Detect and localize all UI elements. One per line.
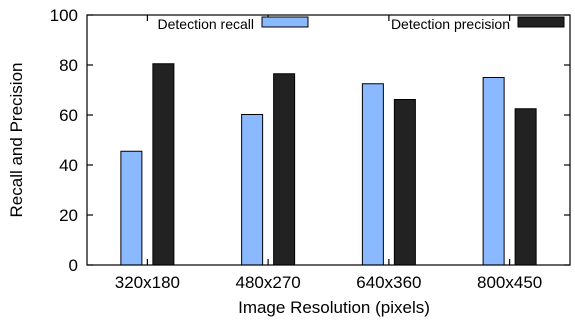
x-tick-label: 800x450 <box>477 273 542 292</box>
legend: Detection recall Detection precision <box>158 16 565 32</box>
y-tick-label: 40 <box>59 156 78 175</box>
x-tick-label: 640x360 <box>356 273 421 292</box>
bar-precision-480x270 <box>273 73 296 266</box>
x-axis-label: Image Resolution (pixels) <box>238 298 430 317</box>
x-axis-ticks: 320x180 480x270 640x360 800x450 <box>115 15 542 292</box>
bar-precision-640x360 <box>393 99 416 266</box>
legend-label-recall: Detection recall <box>158 16 255 32</box>
y-tick-label: 100 <box>50 6 78 25</box>
x-tick-label: 480x270 <box>236 273 301 292</box>
bar-recall-320x180 <box>120 150 143 266</box>
bars <box>120 63 537 266</box>
legend-swatch-recall <box>261 16 309 28</box>
legend-label-precision: Detection precision <box>391 16 510 32</box>
y-axis-label: Recall and Precision <box>7 63 26 218</box>
bar-recall-800x450 <box>482 77 505 266</box>
y-tick-label: 80 <box>59 56 78 75</box>
y-tick-label: 0 <box>69 256 78 275</box>
bar-precision-320x180 <box>152 63 175 266</box>
plot-frame <box>86 14 571 266</box>
x-tick-label: 320x180 <box>115 273 180 292</box>
bar-recall-640x360 <box>361 83 384 266</box>
y-tick-label: 60 <box>59 106 78 125</box>
bar-recall-480x270 <box>241 114 264 266</box>
legend-swatch-precision <box>517 16 565 28</box>
bar-precision-800x450 <box>514 108 537 266</box>
y-tick-label: 20 <box>59 206 78 225</box>
y-axis-ticks: 0 20 40 60 80 100 <box>50 6 570 275</box>
